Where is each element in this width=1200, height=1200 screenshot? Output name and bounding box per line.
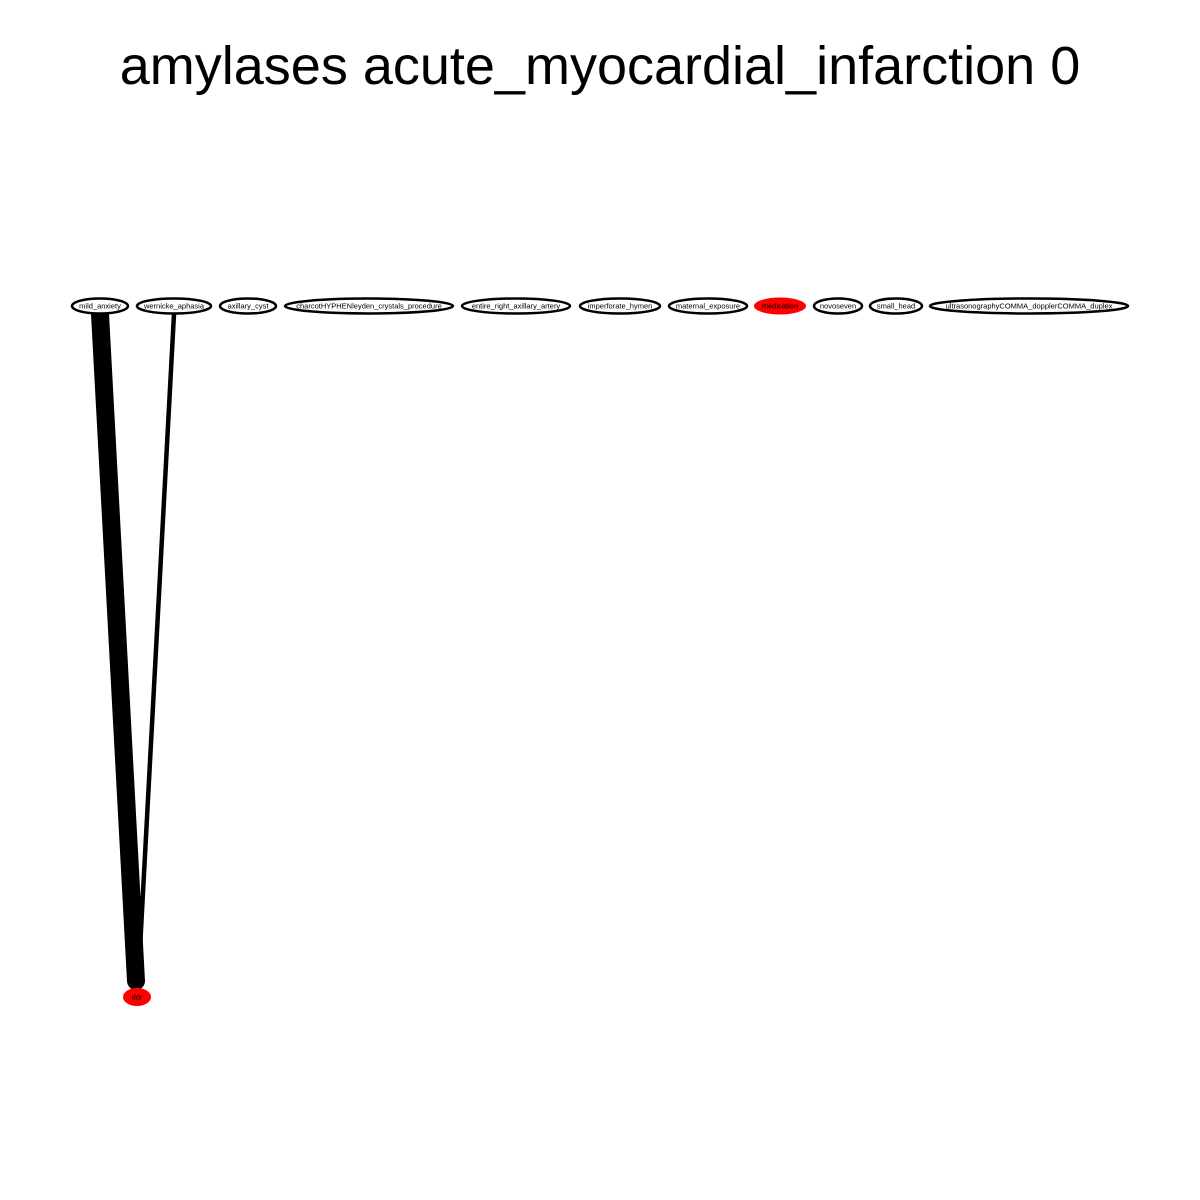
node-ultrasonography_doppler_duplex[interactable]: ultrasonographyCOMMA_dopplerCOMMA_duplex	[928, 297, 1130, 315]
edges-layer	[91, 305, 177, 990]
node-charcot_leyden[interactable]: charcotHYPHENleyden_crystals_procedure	[283, 297, 455, 315]
node-ddr[interactable]: ddr	[123, 988, 151, 1006]
node-shape	[283, 297, 455, 315]
node-shape	[754, 297, 806, 315]
node-entire_right_axillary_artery[interactable]: entire_right_axillary_artery	[460, 297, 572, 315]
node-shape	[578, 297, 662, 315]
edge-mild_anxiety-to-ddr	[91, 305, 145, 990]
node-novoseven[interactable]: novoseven	[812, 297, 864, 315]
node-label: mild_anxiety	[79, 302, 121, 311]
node-label: maternal_exposure	[676, 302, 740, 311]
node-label: entire_right_axillary_artery	[472, 302, 561, 311]
graph-title: amylases acute_myocardial_infarction 0	[120, 36, 1080, 96]
node-label: axillary_cyst	[228, 302, 270, 311]
node-medication[interactable]: medication	[754, 297, 806, 315]
node-label: imperforate_hymen	[588, 302, 653, 311]
node-label: medication	[762, 302, 798, 311]
node-shape	[123, 988, 151, 1006]
node-label: wernicke_aphasia	[143, 302, 205, 311]
node-shape	[460, 297, 572, 315]
node-label: small_head	[877, 302, 915, 311]
node-shape	[928, 297, 1130, 315]
node-shape	[70, 297, 130, 315]
node-label: ddr	[132, 993, 143, 1002]
node-label: charcotHYPHENleyden_crystals_procedure	[296, 302, 442, 311]
node-shape	[218, 297, 278, 315]
nodes-layer: mild_anxiety wernicke_aphasia axillary_cys…	[70, 297, 1130, 1006]
node-shape	[667, 297, 749, 315]
node-label: ultrasonographyCOMMA_dopplerCOMMA_duplex	[946, 302, 1113, 311]
node-maternal_exposure[interactable]: maternal_exposure	[667, 297, 749, 315]
node-imperforate_hymen[interactable]: imperforate_hymen	[578, 297, 662, 315]
node-mild_anxiety[interactable]: mild_anxiety	[70, 297, 130, 315]
node-label: novoseven	[820, 302, 856, 311]
node-wernicke_aphasia[interactable]: wernicke_aphasia	[135, 297, 213, 315]
node-axillary_cyst[interactable]: axillary_cyst	[218, 297, 278, 315]
node-shape	[812, 297, 864, 315]
node-small_head[interactable]: small_head	[868, 297, 924, 315]
node-shape	[868, 297, 924, 315]
node-shape	[135, 297, 213, 315]
edge-wernicke_aphasia-to-ddr	[136, 311, 177, 970]
